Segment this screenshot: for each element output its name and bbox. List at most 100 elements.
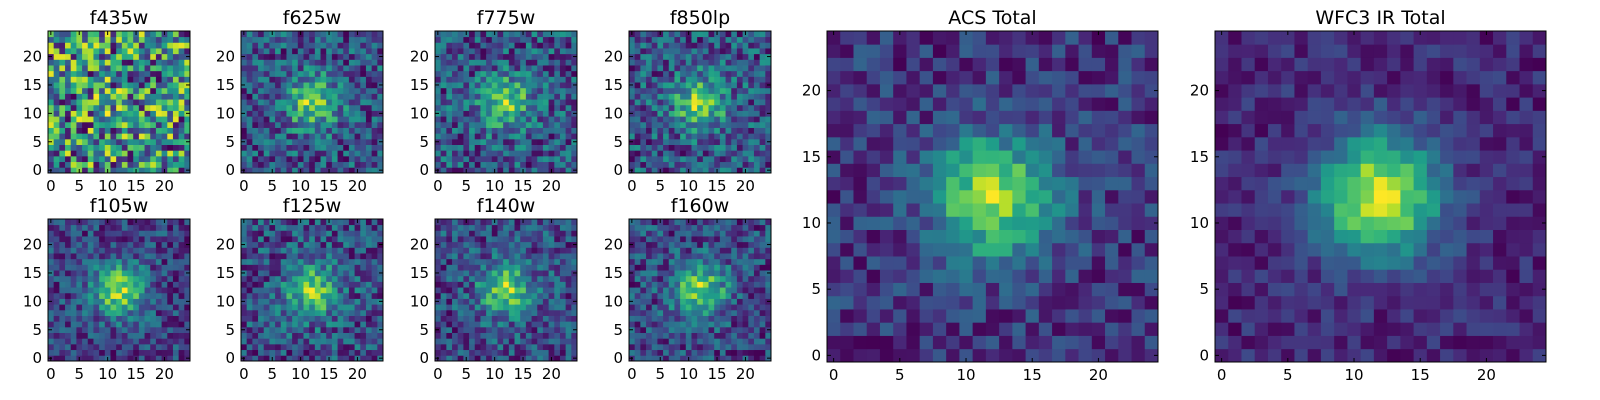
- heatmap-cell: [514, 332, 521, 339]
- heatmap-cell: [360, 36, 367, 43]
- heatmap-cell: [748, 150, 755, 157]
- heatmap-cell: [354, 241, 361, 248]
- heatmap-cell: [753, 76, 761, 83]
- y-tick-label: 10: [410, 292, 429, 310]
- heatmap-cell: [514, 230, 521, 237]
- heatmap-cell: [326, 133, 333, 140]
- heatmap-cell: [708, 138, 715, 145]
- heatmap-cell: [161, 309, 168, 316]
- heatmap-cell: [303, 110, 310, 117]
- y-tick-label: 10: [23, 292, 42, 310]
- heatmap-cell: [474, 65, 481, 72]
- heatmap-cell: [116, 343, 123, 351]
- heatmap-cell: [258, 167, 265, 174]
- heatmap-cell: [303, 338, 310, 345]
- heatmap-cell: [685, 304, 692, 311]
- heatmap-cell: [150, 264, 157, 271]
- heatmap-cell: [537, 326, 544, 333]
- heatmap-cell: [520, 42, 527, 49]
- heatmap-cell: [663, 270, 670, 277]
- heatmap-cell: [457, 253, 464, 260]
- heatmap-cell: [138, 247, 145, 254]
- heatmap-cell: [70, 93, 77, 100]
- heatmap-cell: [155, 298, 162, 305]
- heatmap-cell: [167, 258, 174, 265]
- heatmap-cell: [48, 349, 55, 356]
- heatmap-cell: [508, 42, 515, 49]
- heatmap-cell: [87, 270, 94, 277]
- heatmap-cell: [263, 65, 270, 72]
- heatmap-cell: [150, 138, 157, 145]
- heatmap-cell: [76, 338, 83, 345]
- heatmap-cell: [155, 321, 162, 328]
- heatmap-cell: [446, 42, 453, 49]
- heatmap-cell: [491, 104, 498, 111]
- heatmap-cell: [167, 224, 174, 231]
- heatmap-cell: [70, 138, 77, 145]
- y-tick-label: 5: [225, 133, 235, 151]
- heatmap-cell: [565, 76, 572, 83]
- heatmap-cell: [87, 93, 94, 100]
- heatmap-cell: [133, 241, 140, 248]
- heatmap-cell: [657, 104, 664, 111]
- heatmap-cell: [663, 161, 670, 168]
- heatmap-cell: [697, 355, 704, 362]
- heatmap-cell: [463, 241, 470, 248]
- heatmap-cell: [657, 315, 664, 322]
- heatmap-cell: [360, 264, 367, 271]
- heatmap-cell: [127, 292, 134, 299]
- heatmap-cell: [184, 292, 191, 299]
- heatmap-cell: [82, 116, 89, 123]
- heatmap-cell: [463, 59, 470, 66]
- heatmap-cell: [634, 36, 641, 43]
- heatmap-cell: [497, 87, 504, 94]
- heatmap-cell: [491, 93, 498, 100]
- heatmap-cell: [309, 70, 316, 77]
- heatmap-cell: [474, 258, 481, 265]
- heatmap-cell: [542, 110, 549, 117]
- heatmap-cell: [446, 144, 453, 151]
- heatmap-cell: [491, 309, 498, 316]
- heatmap-cell: [320, 167, 327, 174]
- heatmap-cell: [82, 343, 89, 351]
- heatmap-cell: [87, 167, 94, 174]
- heatmap-cell: [53, 304, 60, 311]
- heatmap-cell: [640, 309, 647, 316]
- heatmap-cell: [548, 133, 555, 140]
- heatmap-cell: [480, 53, 487, 60]
- heatmap-cell: [280, 281, 287, 288]
- heatmap-cell: [514, 93, 521, 100]
- heatmap-cell: [76, 116, 83, 123]
- heatmap-cell: [377, 309, 384, 316]
- heatmap-cell: [497, 93, 504, 100]
- heatmap-cell: [365, 264, 373, 271]
- heatmap-cell: [486, 247, 493, 254]
- heatmap-cell: [486, 110, 493, 117]
- heatmap-cell: [320, 253, 327, 260]
- heatmap-cell: [286, 281, 293, 288]
- heatmap-cell: [725, 42, 732, 49]
- heatmap-cell: [320, 298, 327, 305]
- heatmap-cell: [452, 31, 459, 38]
- heatmap-cell: [121, 309, 128, 316]
- heatmap-cell: [565, 133, 572, 140]
- heatmap-cell: [354, 332, 361, 339]
- heatmap-cell: [99, 219, 106, 226]
- heatmap-cell: [691, 59, 698, 66]
- y-tick-label: 20: [23, 236, 42, 254]
- heatmap-cell: [708, 99, 715, 106]
- heatmap-cell: [714, 349, 721, 356]
- heatmap-cell: [651, 82, 658, 89]
- heatmap-cell: [110, 155, 117, 163]
- heatmap-cell: [440, 287, 447, 294]
- heatmap-cell: [178, 48, 185, 55]
- heatmap-cell: [144, 264, 151, 271]
- heatmap-cell: [765, 36, 772, 43]
- heatmap-cell: [531, 121, 538, 128]
- heatmap-cell: [531, 99, 538, 106]
- heatmap-cell: [469, 133, 476, 140]
- heatmap-cell: [542, 309, 549, 316]
- heatmap-cell: [725, 281, 732, 288]
- heatmap-cell: [59, 138, 66, 145]
- heatmap-cell: [548, 343, 555, 351]
